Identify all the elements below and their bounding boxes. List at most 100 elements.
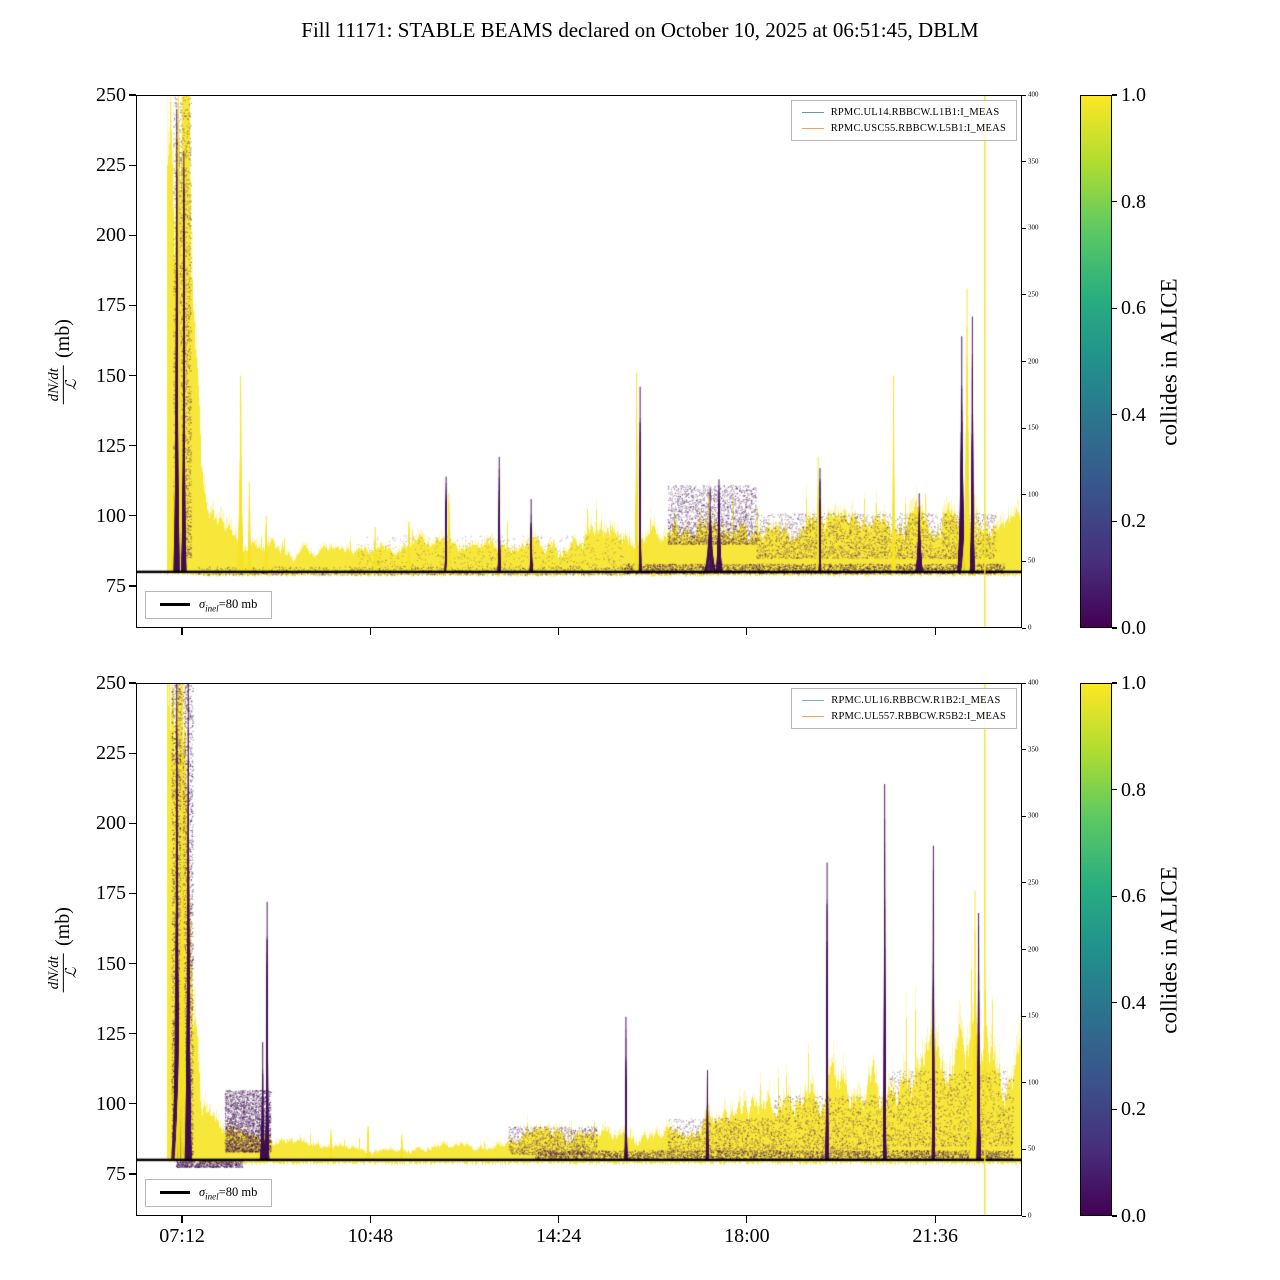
- y-tick-mark: [129, 962, 136, 965]
- right-axis-tick-label: 100: [1028, 490, 1039, 499]
- colorbar-tick-label: 1.0: [1121, 672, 1146, 694]
- top-plot-canvas: [136, 95, 1022, 628]
- x-tick-mark: [181, 1216, 183, 1223]
- legend-label: RPMC.UL16.RBBCW.R1B2:I_MEAS: [831, 695, 1001, 706]
- legend-item: RPMC.UL14.RBBCW.L1B1:I_MEAS: [801, 107, 1006, 118]
- colorbar-label-text: collides in ALICE: [1157, 277, 1182, 446]
- colorbar-tick-mark: [1112, 682, 1117, 684]
- right-axis-tick-label: 100: [1028, 1078, 1039, 1087]
- sigma-subscript: inel: [205, 603, 219, 613]
- x-tick-mark: [369, 628, 371, 635]
- colorbar-tick-label: 0.8: [1121, 778, 1146, 801]
- y-tick-label: 75: [106, 1162, 126, 1185]
- right-axis-tick-mark: [1022, 1082, 1026, 1084]
- bottom-sigma-legend: σinel=80 mb: [145, 1178, 273, 1207]
- y-tick-label: 225: [96, 742, 126, 765]
- sigma-line-swatch: [160, 1191, 190, 1195]
- y-tick-mark: [129, 892, 136, 894]
- right-axis-tick-label: 150: [1028, 423, 1039, 432]
- legend-line-swatch: [802, 715, 825, 718]
- colorbar-gradient: [1080, 683, 1112, 1216]
- right-axis-tick-label: 50: [1028, 1144, 1035, 1153]
- y-tick-mark: [129, 1033, 136, 1035]
- y-tick-label: 175: [96, 882, 126, 905]
- right-axis-tick-label: 0: [1028, 1211, 1032, 1220]
- chart-title: Fill 11171: STABLE BEAMS declared on Oct…: [301, 18, 979, 42]
- bottom-plot-canvas: [136, 683, 1022, 1216]
- top-sigma-legend: σinel=80 mb: [145, 590, 273, 619]
- x-tick-mark: [558, 628, 560, 635]
- colorbar-tick-mark: [1112, 1002, 1117, 1004]
- right-axis-tick-label: 150: [1028, 1011, 1039, 1020]
- x-tick-mark: [934, 628, 936, 635]
- colorbar-tick-mark: [1112, 789, 1117, 791]
- sigma-label: σinel=80 mb: [199, 1185, 257, 1202]
- sigma-value: =80 mb: [218, 596, 258, 611]
- x-tick-label: 14:24: [535, 1225, 582, 1247]
- legend-item: RPMC.UL16.RBBCW.R1B2:I_MEAS: [802, 695, 1006, 706]
- x-tick-mark: [746, 1216, 748, 1223]
- bottom-y-axis-label-inner: dN/dt ℒ (mb): [46, 906, 82, 993]
- y-tick-label: 125: [96, 434, 126, 457]
- ylabel-denominator: ℒ: [64, 379, 81, 390]
- right-axis-tick-mark: [1022, 627, 1026, 629]
- right-axis-tick-label: 300: [1028, 223, 1039, 232]
- right-axis-tick-label: 0: [1028, 623, 1032, 632]
- colorbar-tick-mark: [1112, 1215, 1117, 1217]
- bottom-colorbar-label: collides in ALICE: [1150, 683, 1190, 1216]
- ylabel-numerator: dN/dt: [46, 364, 65, 405]
- y-tick-label: 125: [96, 1022, 126, 1045]
- ylabel-numerator: dN/dt: [46, 952, 65, 993]
- colorbar-gradient: [1080, 95, 1112, 628]
- colorbar-tick-label: 0.2: [1121, 1098, 1146, 1121]
- y-tick-label: 200: [96, 224, 126, 247]
- legend-item: RPMC.USC55.RBBCW.L5B1:I_MEAS: [801, 123, 1006, 134]
- x-tick-label: 07:12: [159, 1225, 205, 1247]
- right-axis-tick-mark: [1022, 949, 1026, 950]
- x-tick-mark: [558, 1216, 560, 1223]
- y-tick-mark: [129, 374, 136, 377]
- y-tick-label: 250: [96, 672, 126, 694]
- y-tick-mark: [129, 1103, 136, 1105]
- y-tick-mark: [129, 752, 136, 754]
- colorbar-tick-mark: [1112, 201, 1117, 203]
- right-axis-tick-mark: [1022, 294, 1026, 296]
- colorbar-tick-label: 0.0: [1121, 617, 1146, 639]
- sigma-symbol: σ: [199, 1184, 206, 1199]
- right-axis-tick-mark: [1022, 560, 1026, 562]
- colorbar-tick-label: 1.0: [1121, 84, 1146, 106]
- x-tick-label: 21:36: [912, 1225, 958, 1247]
- ylabel-denominator: ℒ: [64, 967, 81, 978]
- colorbar-tick-mark: [1112, 520, 1117, 522]
- bottom-colorbar: collides in ALICE 1.0 0.8 0.6 0.4 0.2 0.0: [1080, 673, 1182, 1226]
- right-axis-tick-label: 250: [1028, 290, 1039, 299]
- sigma-line-swatch: [160, 603, 190, 607]
- y-tick-label: 100: [96, 1092, 126, 1115]
- y-tick-mark: [129, 1173, 136, 1175]
- top-plot-area: dN/dt ℒ (mb) RPMC.UL14.RBBCW.L1B1:I_MEAS…: [46, 85, 1039, 635]
- y-tick-label: 100: [96, 504, 126, 527]
- top-colorbar: collides in ALICE 1.0 0.8 0.6 0.4 0.2 0.0: [1080, 85, 1182, 638]
- y-tick-label: 75: [106, 574, 126, 597]
- right-axis-tick-mark: [1022, 361, 1026, 362]
- x-tick-mark: [934, 1216, 936, 1223]
- legend-line-swatch: [801, 111, 824, 114]
- top-colorbar-label: collides in ALICE: [1150, 95, 1190, 628]
- colorbar-tick-label: 0.8: [1121, 190, 1146, 213]
- legend-item: RPMC.UL557.RBBCW.R5B2:I_MEAS: [802, 711, 1006, 722]
- y-tick-label: 225: [96, 154, 126, 177]
- x-tick-label: 10:48: [347, 1225, 394, 1247]
- legend-label: RPMC.UL14.RBBCW.L1B1:I_MEAS: [830, 107, 1000, 118]
- x-tick-mark: [746, 628, 748, 635]
- y-tick-mark: [129, 682, 136, 684]
- y-tick-mark: [129, 164, 136, 166]
- y-tick-label: 175: [96, 294, 126, 317]
- sigma-subscript: inel: [205, 1191, 219, 1201]
- colorbar-tick-label: 0.6: [1121, 885, 1146, 908]
- y-tick-mark: [129, 94, 136, 96]
- right-axis-tick-label: 350: [1028, 745, 1039, 754]
- right-axis-tick-label: 50: [1028, 556, 1035, 565]
- ylabel-unit: (mb): [52, 906, 75, 946]
- right-axis-tick-mark: [1022, 427, 1026, 429]
- y-tick-mark: [129, 304, 136, 306]
